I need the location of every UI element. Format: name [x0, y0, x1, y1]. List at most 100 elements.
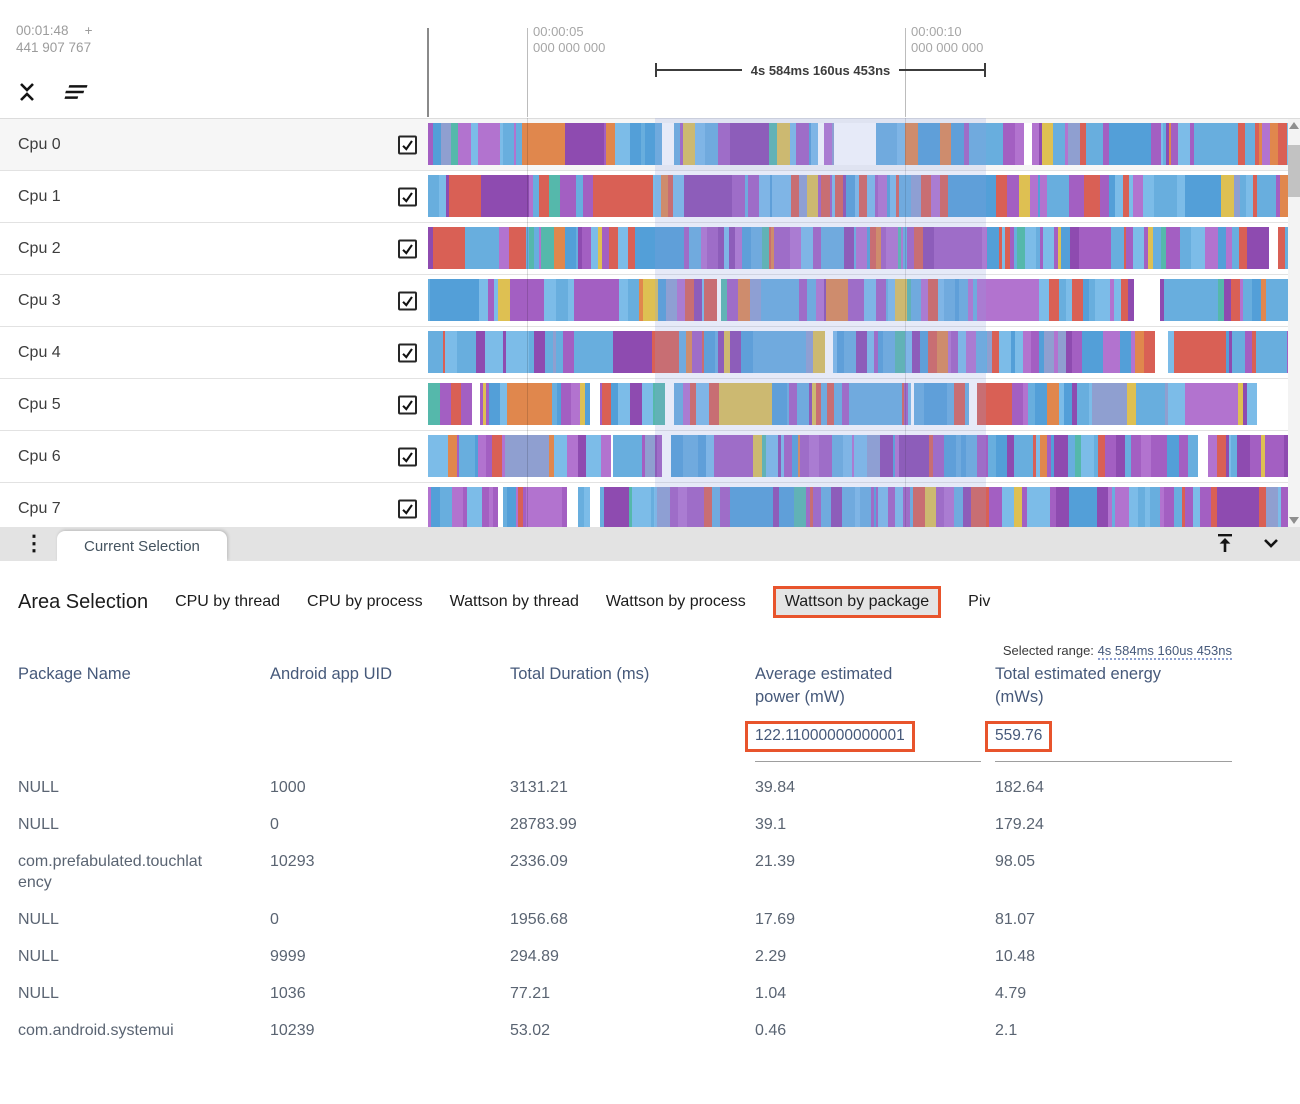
tab-cpu-by-thread[interactable]: CPU by thread: [175, 593, 281, 610]
cell-duration: 28783.99: [510, 816, 577, 833]
bracket-left-tick: [655, 63, 657, 77]
cell-package: NULL: [18, 911, 59, 928]
cpu-track-list: Cpu 0 Cpu 1 Cpu 2 Cpu 3 Cpu 4 Cpu 5 Cpu 6 Cpu 7: [0, 118, 1300, 528]
cell-power: 0.46: [755, 1022, 787, 1039]
details-panel: Area Selection CPU by thread CPU by proce…: [0, 561, 1300, 1104]
column-header: Total Duration (ms): [510, 665, 650, 683]
cpu-sched-track[interactable]: [428, 175, 1288, 217]
tab-piv[interactable]: Piv: [968, 593, 991, 610]
timeline-ruler[interactable]: 00:01:48 + 441 907 767 00:00:05 000 000 00…: [0, 0, 1300, 118]
selection-duration-label: 4s 584ms 160us 453ns: [750, 62, 891, 78]
scrollbar-down-arrow[interactable]: [1289, 517, 1299, 524]
cpu-row-label: Cpu 0: [18, 135, 61, 153]
selected-range-value[interactable]: 4s 584ms 160us 453ns: [1097, 643, 1232, 660]
cell-power: 2.29: [755, 948, 787, 965]
cpu-row-label: Cpu 1: [18, 187, 61, 205]
cell-package: com.android.systemui: [18, 1022, 174, 1039]
cpu-row-label: Cpu 2: [18, 239, 61, 257]
cell-duration: 2336.09: [510, 853, 568, 870]
bracket-right-line: [899, 69, 984, 71]
table-row: com.prefabulated.touchlatency 10293 2336.0…: [18, 843, 1232, 901]
expand-panel-icon[interactable]: [1212, 531, 1238, 555]
cell-package: NULL: [18, 985, 59, 1002]
table-row: NULL 1036 77.21 1.04 4.79: [18, 975, 1232, 1012]
cell-package: com.prefabulated.touchlatency: [18, 853, 203, 891]
cell-uid: 10239: [270, 1022, 315, 1039]
cpu-row-label: Cpu 3: [18, 291, 61, 309]
cpu-track-row: Cpu 0: [0, 119, 1300, 171]
cpu-row-checkbox[interactable]: [398, 187, 417, 206]
cell-uid: 1036: [270, 985, 306, 1002]
chevron-down-icon[interactable]: [1258, 531, 1284, 555]
cpu-row-label: Cpu 6: [18, 447, 61, 465]
tab-wattson-by-process[interactable]: Wattson by process: [605, 593, 746, 610]
tab-wattson-by-package[interactable]: Wattson by package: [772, 586, 942, 618]
cell-power: 39.84: [755, 779, 796, 796]
scrollbar-thumb[interactable]: [1288, 145, 1300, 197]
cpu-sched-track[interactable]: [428, 279, 1288, 321]
cell-uid: 0: [270, 911, 279, 928]
table-row: NULL 9999 294.89 2.29 10.48: [18, 938, 1232, 975]
cell-power: 17.69: [755, 911, 796, 928]
table-row: NULL 0 28783.99 39.1 179.24: [18, 806, 1232, 843]
cell-power: 21.39: [755, 853, 796, 870]
cpu-row-checkbox[interactable]: [398, 135, 417, 154]
bracket-left-line: [657, 69, 742, 71]
cell-package: NULL: [18, 779, 59, 796]
cpu-row-checkbox[interactable]: [398, 499, 417, 518]
cpu-row-checkbox[interactable]: [398, 239, 417, 258]
area-selection-overlay[interactable]: [655, 118, 986, 527]
bracket-right-tick: [984, 63, 986, 77]
collapse-tracks-icon[interactable]: [14, 80, 40, 104]
cpu-sched-track[interactable]: [428, 123, 1288, 165]
tab-cpu-by-process[interactable]: CPU by process: [307, 593, 423, 610]
selected-range-label: Selected range:: [1002, 643, 1094, 658]
cell-uid: 9999: [270, 948, 306, 965]
cpu-sched-track[interactable]: [428, 383, 1288, 425]
cell-uid: 10293: [270, 853, 315, 870]
cpu-track-row: Cpu 6: [0, 431, 1300, 483]
table-summary-row: 122.11000000000001 559.76: [18, 721, 1232, 762]
cpu-row-label: Cpu 4: [18, 343, 61, 361]
tab-current-selection[interactable]: Current Selection: [57, 531, 227, 561]
total-energy-total-badge: 559.76: [985, 721, 1053, 752]
cell-duration: 3131.21: [510, 779, 568, 796]
table-row: NULL 0 1956.68 17.69 81.07: [18, 901, 1232, 938]
cell-energy: 2.1: [995, 1022, 1018, 1039]
sort-tracks-icon[interactable]: [62, 80, 88, 104]
cpu-row-label: Cpu 7: [18, 499, 61, 517]
cell-package: NULL: [18, 948, 59, 965]
cpu-sched-track[interactable]: [428, 435, 1288, 477]
panel-menu-icon[interactable]: ⋮: [23, 532, 45, 555]
cpu-row-checkbox[interactable]: [398, 291, 417, 310]
cpu-row-checkbox[interactable]: [398, 447, 417, 466]
cell-uid: 0: [270, 816, 279, 833]
cpu-sched-track[interactable]: [428, 331, 1288, 373]
ruler-gridline-10s: [905, 28, 906, 117]
column-header: Package Name: [18, 665, 131, 683]
selection-tab-bar: ⋮ Current Selection: [0, 527, 1300, 561]
cpu-sched-track[interactable]: [428, 487, 1288, 528]
cpu-track-row: Cpu 1: [0, 171, 1300, 223]
wattson-package-table: Package Name Android app UID Total Duratio…: [18, 663, 1232, 1049]
cpu-row-checkbox[interactable]: [398, 395, 417, 414]
cpu-row-label: Cpu 5: [18, 395, 61, 413]
cpu-row-checkbox[interactable]: [398, 343, 417, 362]
selection-duration-bracket: 4s 584ms 160us 453ns: [655, 62, 986, 78]
ruler-gridline-5s: [527, 28, 528, 117]
cpu-sched-track[interactable]: [428, 227, 1288, 269]
cpu-track-row: Cpu 7: [0, 483, 1300, 528]
cell-energy: 179.24: [995, 816, 1044, 833]
cell-energy: 4.79: [995, 985, 1027, 1002]
cell-energy: 10.48: [995, 948, 1036, 965]
scrollbar-up-arrow[interactable]: [1289, 122, 1299, 129]
track-scrollbar[interactable]: [1288, 119, 1300, 527]
ruler-edge-line: [427, 28, 429, 117]
table-row: com.android.systemui 10239 53.02 0.46 2.1: [18, 1012, 1232, 1049]
cell-duration: 77.21: [510, 985, 551, 1002]
tab-wattson-by-thread[interactable]: Wattson by thread: [449, 593, 579, 610]
cell-duration: 294.89: [510, 948, 559, 965]
details-title: Area Selection: [18, 590, 149, 613]
cpu-track-row: Cpu 4: [0, 327, 1300, 379]
